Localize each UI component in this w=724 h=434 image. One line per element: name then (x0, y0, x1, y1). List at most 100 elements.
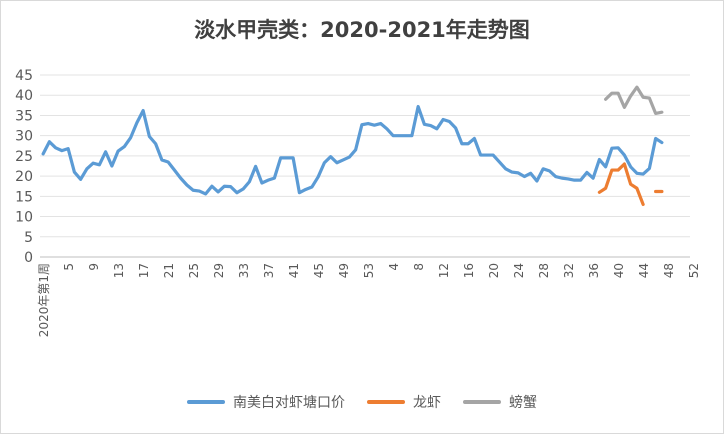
data-point (192, 189, 194, 191)
data-point (123, 145, 125, 148)
data-point (461, 143, 463, 145)
legend-label: 螃蟹 (509, 395, 537, 411)
data-point (405, 135, 407, 137)
x-tick-label: 20 (487, 263, 501, 278)
series-1 (597, 162, 664, 207)
data-point (648, 167, 650, 170)
data-point (642, 173, 644, 175)
data-point (42, 153, 44, 155)
data-point (286, 157, 288, 159)
data-point (373, 124, 375, 126)
legend-item: 螃蟹 (463, 392, 537, 412)
data-point (167, 161, 169, 163)
data-point (55, 147, 57, 149)
legend-label: 龙虾 (413, 395, 441, 411)
legend-item: 南美白对虾塘口价 (187, 392, 345, 412)
series-0 (41, 104, 664, 196)
data-point (380, 122, 382, 125)
data-point (648, 97, 650, 99)
data-point (148, 135, 150, 138)
x-tick-label: 16 (462, 263, 476, 278)
data-point (655, 112, 657, 115)
data-point (605, 98, 607, 100)
x-tick-label: 49 (337, 263, 351, 278)
data-point (605, 166, 607, 168)
data-point (305, 188, 307, 191)
data-point (142, 109, 144, 112)
data-point (586, 171, 588, 174)
data-point (217, 191, 219, 193)
data-point (417, 105, 419, 108)
series-2 (604, 85, 664, 116)
x-tick-label: 2020年第1周 (37, 263, 51, 337)
data-point (530, 172, 532, 174)
data-point (423, 123, 425, 125)
series-line (597, 162, 664, 207)
x-tick-label: 12 (437, 263, 451, 278)
data-point (642, 96, 644, 98)
y-tick-label: 30 (15, 129, 33, 145)
data-point (455, 127, 457, 129)
x-tick-label: 48 (662, 263, 676, 278)
data-point (636, 187, 638, 189)
data-point (136, 122, 138, 124)
x-tick-label: 25 (187, 263, 201, 278)
y-tick-label: 0 (24, 250, 33, 266)
data-point (348, 156, 350, 158)
data-point (411, 135, 413, 137)
x-tick-label: 44 (637, 263, 651, 278)
data-point (611, 92, 613, 94)
gridlines (40, 74, 690, 258)
data-point (261, 182, 263, 184)
y-tick-label: 35 (15, 108, 33, 124)
y-tick-label: 40 (15, 88, 33, 104)
data-point (630, 183, 632, 185)
x-tick-label: 33 (237, 263, 251, 278)
data-point (117, 150, 119, 152)
data-point (655, 190, 657, 193)
data-point (630, 166, 632, 168)
data-point (367, 122, 369, 125)
data-point (105, 151, 107, 153)
data-point (511, 171, 513, 173)
data-point (198, 190, 200, 192)
x-tick-label: 36 (587, 263, 601, 278)
x-tick-label: 32 (562, 263, 576, 278)
data-point (186, 184, 188, 186)
data-point (480, 154, 482, 156)
data-point (155, 143, 157, 145)
x-tick-label: 8 (412, 263, 426, 271)
x-tick-label: 5 (62, 263, 76, 271)
series-lines (41, 85, 664, 207)
data-point (361, 124, 363, 126)
data-point (73, 171, 75, 173)
data-point (230, 186, 232, 188)
data-point (386, 128, 388, 130)
y-tick-label: 20 (15, 169, 33, 185)
data-point (617, 169, 619, 171)
data-point (336, 162, 338, 164)
data-point (605, 187, 607, 189)
data-point (92, 162, 94, 164)
y-tick-label: 45 (15, 68, 33, 84)
data-point (523, 175, 525, 178)
x-tick-label: 21 (162, 263, 176, 278)
data-point (298, 192, 300, 194)
x-tick-label: 28 (537, 263, 551, 278)
data-point (61, 150, 63, 152)
data-point (598, 191, 600, 193)
series-line (41, 104, 664, 196)
x-tick-label: 9 (87, 263, 101, 271)
data-point (505, 168, 507, 170)
data-point (623, 163, 625, 165)
data-point (311, 186, 313, 188)
data-point (498, 161, 500, 163)
x-tick-label: 37 (262, 263, 276, 278)
x-tick-label: 41 (287, 263, 301, 278)
data-point (630, 95, 632, 97)
x-tick-label: 24 (512, 263, 526, 278)
data-point (98, 164, 100, 166)
data-point (80, 178, 82, 180)
y-tick-label: 25 (15, 149, 33, 165)
